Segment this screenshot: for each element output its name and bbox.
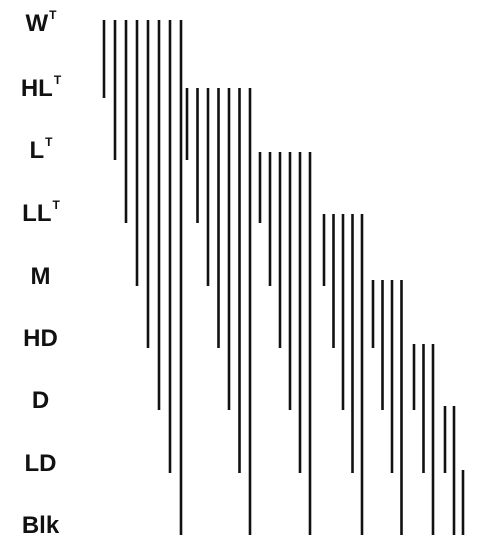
level-label-3: LT (29, 135, 53, 164)
line-group-7 (443, 406, 456, 535)
level-label-8: LD (24, 450, 57, 477)
level-label-4: LLT (22, 198, 60, 227)
level-label-9: Blk (21, 512, 60, 539)
level-label-7: D (31, 387, 50, 414)
level-label-2: HLT (20, 73, 62, 102)
line-group-1 (102, 20, 183, 535)
line-group-2 (185, 88, 252, 535)
level-label-6: HD (23, 325, 58, 352)
level-label-1: WT (25, 8, 57, 37)
line-group-3 (258, 152, 312, 535)
level-label-5: M (30, 263, 51, 290)
line-group-4 (322, 214, 364, 535)
line-group-6 (412, 344, 435, 535)
line-group-5 (371, 280, 403, 535)
